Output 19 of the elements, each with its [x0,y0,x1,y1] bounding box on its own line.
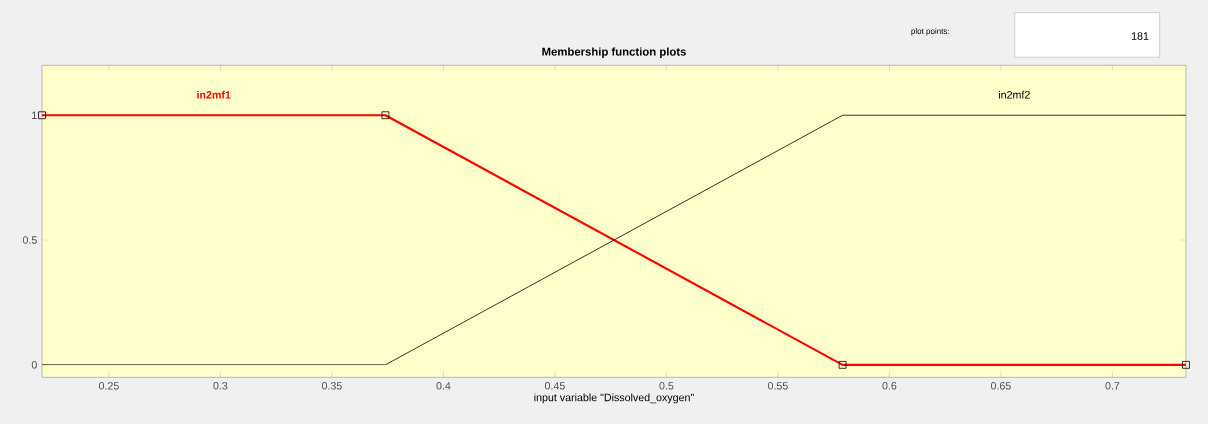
chart-title: Membership function plots [542,47,686,58]
y-tick-label: 1 [32,111,37,119]
x-tick-label: 0.35 [321,382,342,390]
series-label: in2mf1 [197,90,231,99]
x-axis-title: input variable "Dissolved_oxygen" [534,393,694,404]
series-label: in2mf2 [998,90,1030,99]
y-tick-label: 0 [31,361,37,369]
x-tick-label: 0.3 [213,382,228,390]
x-tick-label: 0.55 [767,382,788,390]
x-tick-label: 0.4 [436,382,451,390]
x-tick-label: 0.6 [882,382,897,390]
x-tick-label: 0.5 [659,382,674,390]
text: 181 [1131,32,1149,40]
x-tick-label: 0.45 [544,382,565,390]
y-tick-label: 0.5 [22,236,37,244]
x-tick-label: 0.25 [98,382,119,390]
x-tick-label: 0.65 [990,382,1011,390]
text: plot points: [911,28,949,36]
x-tick-label: 0.7 [1105,382,1120,390]
